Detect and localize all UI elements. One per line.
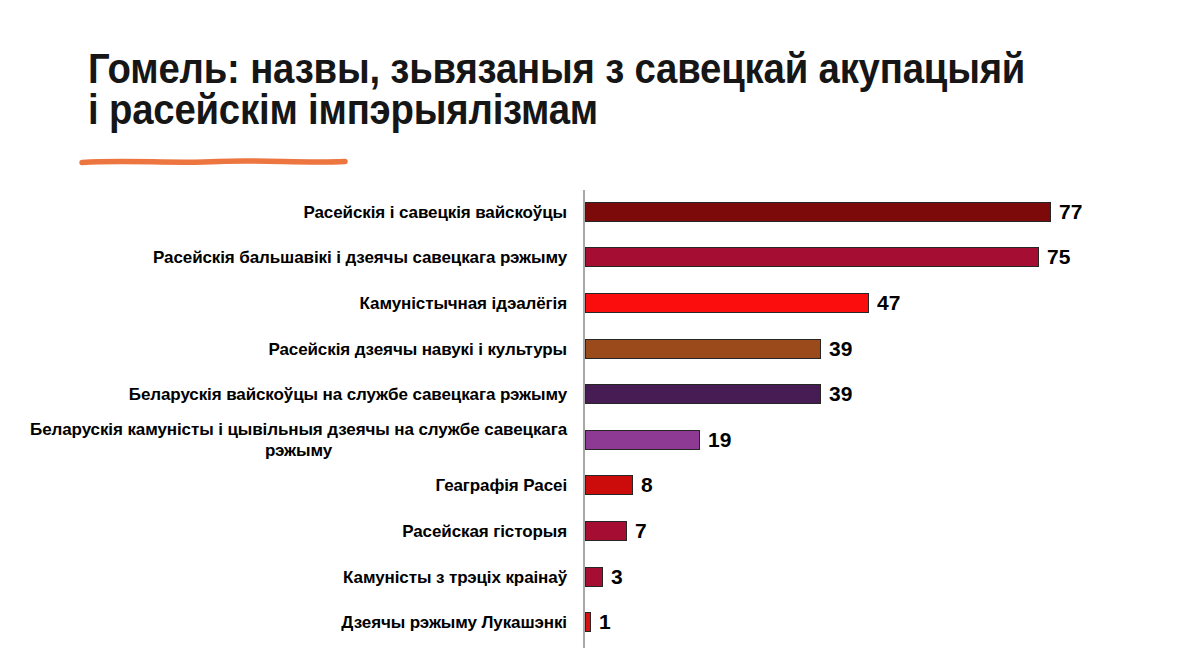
- category-label: Расейскія і савецкія вайскоўцы: [0, 201, 567, 222]
- bar-row: Беларускія камуністы і цывільныя дзеячы …: [0, 417, 1200, 463]
- bar-row: Дзеячы рэжыму Лукашэнкі 1: [0, 599, 1200, 645]
- value-label: 77: [1059, 200, 1082, 224]
- title-underline: [78, 156, 350, 168]
- value-label: 39: [829, 337, 852, 361]
- bar-row: Геаграфія Расеі 8: [0, 463, 1200, 509]
- bar: [585, 430, 700, 450]
- value-label: 1: [599, 610, 611, 634]
- category-label: Расейскія дзеячы навукі і культуры: [0, 338, 567, 359]
- category-label: Камуністы з трэціх краінаў: [0, 566, 567, 587]
- value-label: 3: [611, 565, 623, 589]
- category-label: Беларускія вайскоўцы на службе савецкага…: [0, 384, 567, 405]
- value-label: 8: [641, 473, 653, 497]
- value-label: 47: [877, 291, 900, 315]
- value-label: 39: [829, 382, 852, 406]
- bar: [585, 567, 603, 587]
- bar: [585, 293, 869, 313]
- bar: [585, 612, 591, 632]
- bar-row: Камуністычная ідэалёгія 47: [0, 280, 1200, 326]
- bar-row: Расейскія і савецкія вайскоўцы 77: [0, 189, 1200, 235]
- bar: [585, 521, 627, 541]
- category-label: Дзеячы рэжыму Лукашэнкі: [0, 612, 567, 633]
- bar: [585, 202, 1051, 222]
- bar-row: Расейскія дзеячы навукі і культуры 39: [0, 326, 1200, 372]
- bar-row: Камуністы з трэціх краінаў 3: [0, 554, 1200, 600]
- category-label: Расейскія бальшавікі і дзеячы савецкага …: [0, 247, 567, 268]
- category-label: Беларускія камуністы і цывільныя дзеячы …: [30, 419, 567, 461]
- bar-row: Расейскія бальшавікі і дзеячы савецкага …: [0, 235, 1200, 281]
- bar: [585, 339, 821, 359]
- category-label: Расейская гісторыя: [0, 520, 567, 541]
- value-label: 75: [1047, 245, 1070, 269]
- bar-row: Расейская гісторыя 7: [0, 508, 1200, 554]
- bar: [585, 247, 1039, 267]
- value-label: 19: [708, 428, 731, 452]
- category-label: Камуністычная ідэалёгія: [0, 292, 567, 313]
- value-label: 7: [635, 519, 647, 543]
- chart-title-line1: Гомель: назвы, зьвязаныя з савецкай акуп…: [88, 45, 1025, 92]
- bar: [585, 384, 821, 404]
- chart-title-line2: і расейскім імпэрыялізмам: [88, 86, 598, 133]
- chart-title: Гомель: назвы, зьвязаныя з савецкай акуп…: [88, 48, 1025, 130]
- bar: [585, 475, 633, 495]
- category-label: Геаграфія Расеі: [0, 475, 567, 496]
- bar-row: Беларускія вайскоўцы на службе савецкага…: [0, 371, 1200, 417]
- bar-rows: Расейскія і савецкія вайскоўцы 77 Расейс…: [0, 189, 1200, 645]
